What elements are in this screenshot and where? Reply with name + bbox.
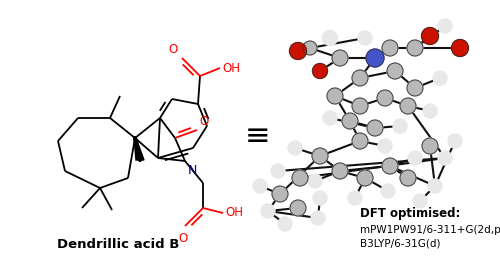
Circle shape [428,179,442,193]
Circle shape [327,88,343,104]
Text: DFT optimised:: DFT optimised: [360,207,460,221]
Circle shape [313,191,327,205]
Circle shape [438,151,452,165]
Circle shape [387,63,403,79]
Text: N: N [188,164,198,177]
Text: O: O [169,43,178,56]
Circle shape [271,164,285,178]
Circle shape [413,194,427,208]
Circle shape [448,134,462,148]
Text: ≡: ≡ [245,122,271,151]
Circle shape [452,39,468,56]
Circle shape [292,170,308,186]
Circle shape [278,217,292,231]
Text: Dendrillic acid B: Dendrillic acid B [57,238,179,251]
Circle shape [423,104,437,118]
Circle shape [348,191,362,205]
Polygon shape [134,138,144,160]
Circle shape [253,179,267,193]
Circle shape [400,98,416,114]
Circle shape [261,204,275,218]
Circle shape [422,27,438,44]
Circle shape [332,50,348,66]
Circle shape [303,41,317,55]
Circle shape [400,170,416,186]
Circle shape [382,40,398,56]
Circle shape [352,98,368,114]
Circle shape [288,141,302,155]
Circle shape [323,111,337,125]
Circle shape [433,71,447,85]
Circle shape [366,49,384,67]
Circle shape [393,119,407,133]
Circle shape [311,211,325,225]
Circle shape [308,174,322,188]
Circle shape [290,200,306,216]
Text: O: O [178,232,188,245]
Circle shape [367,120,383,136]
Circle shape [422,138,438,154]
Circle shape [381,184,395,198]
Circle shape [382,158,398,174]
Circle shape [357,170,373,186]
Circle shape [352,70,368,86]
Circle shape [332,163,348,179]
Circle shape [352,133,368,149]
Text: O: O [199,115,208,128]
Circle shape [377,90,393,106]
Circle shape [407,80,423,96]
Circle shape [272,186,288,202]
Text: OH: OH [222,61,240,74]
Text: OH: OH [225,206,243,219]
Circle shape [312,64,328,78]
Circle shape [342,113,358,129]
Circle shape [322,31,338,45]
Circle shape [358,31,372,45]
Circle shape [312,148,328,164]
Circle shape [290,43,306,60]
Text: mPW1PW91/6-311+G(2d,p)//: mPW1PW91/6-311+G(2d,p)// [360,225,500,235]
Circle shape [407,40,423,56]
Circle shape [378,139,392,153]
Circle shape [408,151,422,165]
Circle shape [438,19,452,33]
Text: B3LYP/6-31G(d): B3LYP/6-31G(d) [360,239,440,249]
